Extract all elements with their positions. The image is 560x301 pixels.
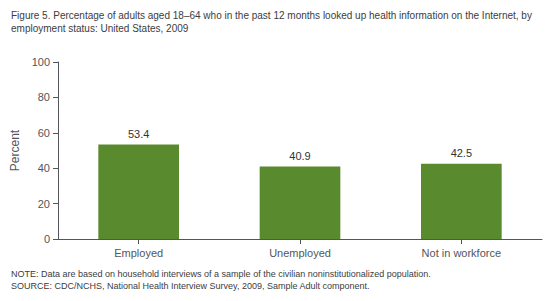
svg-text:0: 0 bbox=[44, 233, 50, 245]
svg-text:40.9: 40.9 bbox=[289, 150, 310, 162]
svg-text:Unemployed: Unemployed bbox=[269, 247, 331, 259]
svg-text:SOURCE: CDC/NCHS, National Hea: SOURCE: CDC/NCHS, National Health Interv… bbox=[11, 281, 370, 291]
svg-text:53.4: 53.4 bbox=[128, 128, 149, 140]
svg-text:42.5: 42.5 bbox=[451, 147, 472, 159]
svg-text:Percent: Percent bbox=[8, 129, 22, 171]
svg-text:employment status: United Stat: employment status: United States, 2009 bbox=[11, 23, 189, 34]
svg-text:60: 60 bbox=[38, 127, 50, 139]
svg-text:100: 100 bbox=[32, 56, 50, 68]
svg-text:40: 40 bbox=[38, 162, 50, 174]
svg-text:20: 20 bbox=[38, 198, 50, 210]
svg-text:NOTE: Data are based on househ: NOTE: Data are based on household interv… bbox=[11, 269, 431, 279]
svg-text:Figure 5. Percentage of adults: Figure 5. Percentage of adults aged 18–6… bbox=[11, 10, 532, 21]
svg-text:Not in workforce: Not in workforce bbox=[422, 247, 501, 259]
svg-text:Employed: Employed bbox=[114, 247, 163, 259]
svg-text:80: 80 bbox=[38, 91, 50, 103]
